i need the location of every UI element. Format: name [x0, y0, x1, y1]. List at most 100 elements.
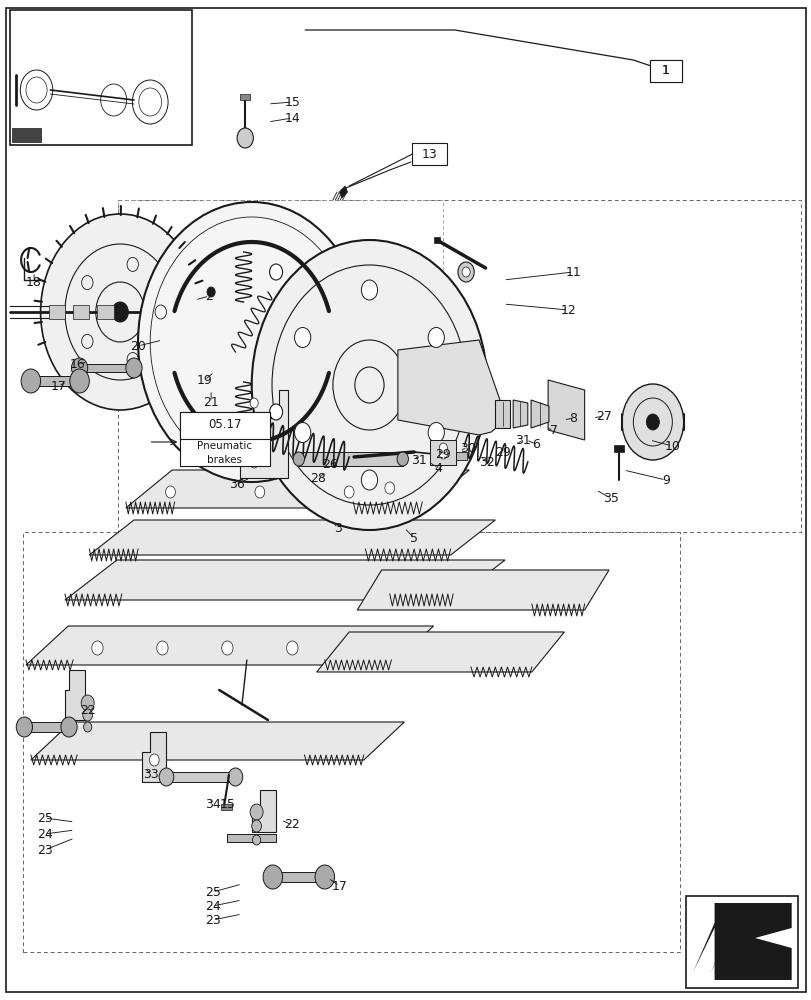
Polygon shape: [12, 128, 41, 142]
Text: 2: 2: [205, 290, 213, 302]
Circle shape: [70, 369, 89, 393]
Text: 17: 17: [50, 379, 67, 392]
Circle shape: [237, 128, 253, 148]
Circle shape: [165, 486, 175, 498]
Text: 10: 10: [663, 440, 680, 452]
Polygon shape: [433, 237, 440, 243]
Text: 11: 11: [564, 265, 581, 278]
Polygon shape: [272, 872, 324, 882]
Text: 14: 14: [284, 111, 300, 124]
Text: 31: 31: [410, 454, 427, 466]
Circle shape: [250, 428, 258, 438]
Polygon shape: [26, 626, 433, 665]
Text: 31: 31: [514, 434, 530, 446]
Circle shape: [159, 768, 174, 786]
Text: 17: 17: [331, 880, 347, 892]
Circle shape: [384, 482, 394, 494]
Circle shape: [439, 449, 447, 459]
Circle shape: [269, 264, 282, 280]
Circle shape: [61, 717, 77, 737]
Text: 1: 1: [661, 64, 669, 78]
Circle shape: [221, 641, 233, 655]
Circle shape: [112, 302, 128, 322]
Text: 26: 26: [321, 458, 337, 471]
Text: 6: 6: [531, 438, 539, 450]
Text: 29: 29: [435, 448, 451, 460]
Text: 25: 25: [204, 886, 221, 898]
Polygon shape: [79, 364, 134, 372]
Circle shape: [646, 414, 659, 430]
Circle shape: [16, 717, 32, 737]
Circle shape: [427, 328, 444, 348]
Circle shape: [461, 267, 470, 277]
Polygon shape: [49, 305, 65, 319]
Text: 13: 13: [421, 147, 437, 160]
Polygon shape: [239, 390, 288, 478]
Circle shape: [255, 486, 264, 498]
Text: 18: 18: [26, 275, 42, 288]
Circle shape: [439, 443, 447, 453]
Circle shape: [293, 452, 304, 466]
Polygon shape: [227, 834, 276, 842]
Circle shape: [457, 262, 474, 282]
Polygon shape: [298, 452, 402, 466]
Text: 23: 23: [36, 844, 53, 856]
Circle shape: [263, 865, 282, 889]
Bar: [118, 200, 800, 532]
Text: Pneumatic
brakes: Pneumatic brakes: [197, 441, 252, 465]
Polygon shape: [530, 400, 548, 428]
Text: 35: 35: [602, 491, 618, 504]
Polygon shape: [65, 670, 85, 720]
Polygon shape: [495, 400, 509, 428]
Text: 3: 3: [333, 522, 341, 534]
Text: 27: 27: [595, 410, 611, 422]
Circle shape: [250, 443, 258, 453]
Circle shape: [138, 202, 365, 482]
Circle shape: [294, 422, 311, 442]
Text: 12: 12: [560, 304, 576, 316]
Text: 30: 30: [459, 442, 475, 454]
Text: 7: 7: [549, 424, 557, 436]
Polygon shape: [316, 632, 564, 672]
Circle shape: [344, 486, 354, 498]
Bar: [118, 200, 442, 400]
Polygon shape: [710, 913, 754, 973]
Text: 19: 19: [196, 373, 212, 386]
Bar: [649, 60, 681, 82]
Circle shape: [250, 413, 258, 423]
Text: 33: 33: [143, 768, 159, 780]
Polygon shape: [142, 732, 166, 782]
Text: 32: 32: [478, 456, 495, 468]
Circle shape: [41, 214, 200, 410]
Text: 22: 22: [79, 704, 96, 716]
Polygon shape: [97, 305, 114, 319]
Polygon shape: [513, 400, 527, 428]
Text: 5: 5: [410, 532, 418, 544]
Text: 1: 1: [661, 64, 669, 78]
Bar: [412, 143, 446, 165]
Text: 23: 23: [204, 914, 221, 926]
Circle shape: [294, 328, 311, 348]
Circle shape: [315, 865, 334, 889]
Bar: [23, 532, 680, 952]
Circle shape: [149, 754, 159, 766]
Text: 21: 21: [203, 395, 219, 408]
Polygon shape: [613, 445, 623, 452]
Circle shape: [286, 641, 298, 655]
Circle shape: [621, 384, 683, 460]
Polygon shape: [31, 722, 404, 760]
Polygon shape: [430, 440, 456, 465]
Polygon shape: [240, 94, 250, 100]
Polygon shape: [65, 560, 504, 600]
Bar: [685, 896, 797, 988]
Polygon shape: [166, 772, 235, 782]
Polygon shape: [357, 570, 608, 610]
Circle shape: [427, 423, 444, 443]
Circle shape: [251, 240, 487, 530]
Circle shape: [207, 287, 215, 297]
Circle shape: [252, 835, 260, 845]
Circle shape: [269, 404, 282, 420]
Polygon shape: [89, 520, 495, 555]
Polygon shape: [339, 186, 347, 198]
Bar: [180, 412, 269, 439]
